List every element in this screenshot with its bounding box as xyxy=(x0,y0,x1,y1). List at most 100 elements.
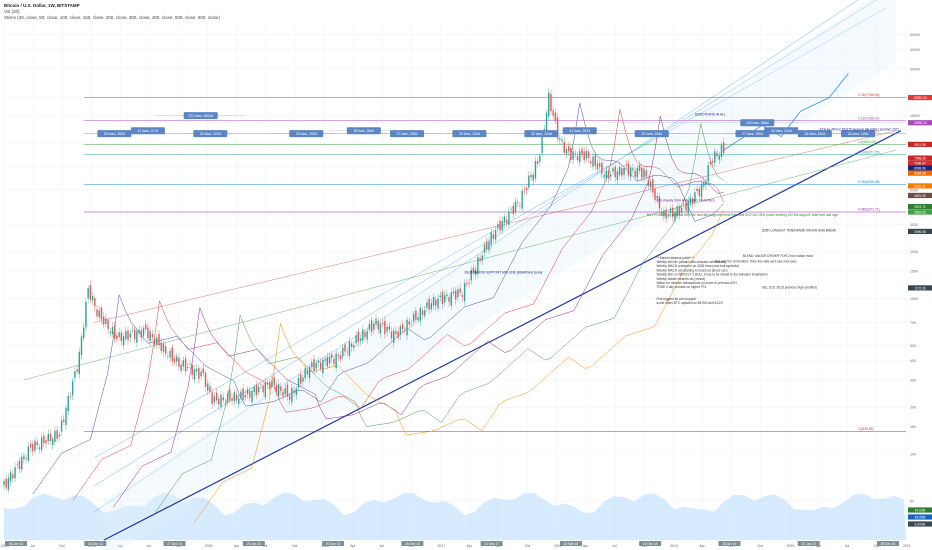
major-support-line xyxy=(103,130,902,541)
price-badge-label: 2696.58 xyxy=(914,230,926,234)
candle-body xyxy=(377,321,379,330)
x-tick-label: Oct xyxy=(59,544,64,548)
candle-body xyxy=(167,356,169,358)
volume-badge xyxy=(908,507,932,513)
candle-body xyxy=(324,359,326,361)
candle-body xyxy=(627,163,630,176)
candle-body xyxy=(596,162,599,170)
annotation: $25K LONGEST TIMEFRAME MAJOR SMA BREAK xyxy=(762,228,837,232)
date-marker-label: 10 Mar 18 xyxy=(564,542,579,546)
candle-body xyxy=(306,370,309,375)
candle-body xyxy=(350,343,353,347)
candle-body xyxy=(96,309,98,317)
candle-body xyxy=(105,318,107,324)
candle-body xyxy=(415,310,417,320)
candle-body xyxy=(333,359,335,364)
bars-range-label: 26 bars, 182d xyxy=(804,132,825,136)
y-tick-label: 50000 xyxy=(910,33,920,37)
candle-body xyxy=(83,327,85,339)
candle-body xyxy=(625,164,627,166)
candle-body xyxy=(592,156,594,167)
candle-body xyxy=(452,291,455,294)
candle-body xyxy=(707,165,709,182)
candle-body xyxy=(417,317,419,321)
candle-body xyxy=(198,367,200,379)
candle-body xyxy=(147,327,149,339)
candle-body xyxy=(441,292,444,305)
candle-body xyxy=(328,356,331,364)
candle-body xyxy=(446,294,448,297)
candle-body xyxy=(718,155,720,160)
candle-body xyxy=(176,356,178,362)
candle-body xyxy=(479,258,481,262)
candle-body xyxy=(69,396,72,398)
candle-body xyxy=(481,255,484,261)
candle-body xyxy=(257,386,260,393)
annotation: BUY POWER on pullback from the last rall… xyxy=(647,213,839,217)
y-tick-label: 400 xyxy=(910,359,916,363)
note-line: Weekly bull div (obtaint with indicator … xyxy=(657,260,727,264)
note-line: Watch for network transactions on move t… xyxy=(657,281,738,285)
candle-body xyxy=(556,117,559,139)
candle-body xyxy=(722,142,725,154)
candle-body xyxy=(656,195,658,199)
candle-body xyxy=(426,302,428,308)
sma-line xyxy=(113,116,724,508)
x-tick-label: Apr xyxy=(234,544,240,548)
candle-body xyxy=(530,174,532,178)
candle-body xyxy=(311,362,313,368)
candle-body xyxy=(362,329,364,341)
price-badge xyxy=(908,228,932,235)
candle-body xyxy=(696,188,698,192)
candle-body xyxy=(390,331,393,339)
sma-line xyxy=(32,103,724,495)
candle-body xyxy=(492,234,495,239)
candle-body xyxy=(131,330,134,331)
level-label: 0.5(6843.09) xyxy=(858,140,876,144)
price-badge xyxy=(908,204,932,210)
y-tick-label: 5000 xyxy=(910,188,918,192)
volume-badge-label: 54.63M xyxy=(915,508,926,512)
candle-body xyxy=(229,389,231,401)
bars-range-label: 38 bars, 266d xyxy=(353,129,374,133)
candle-body xyxy=(406,319,408,336)
candle-body xyxy=(424,310,426,316)
candle-body xyxy=(180,364,182,371)
bars-range-label: 32 bars, 224d xyxy=(531,132,552,136)
price-badge-label: 7998.35 xyxy=(914,156,926,160)
x-tick-label: Apr xyxy=(117,544,123,548)
candle-body xyxy=(193,369,196,380)
candle-body xyxy=(273,377,275,386)
candle-body xyxy=(266,382,269,385)
candle-body xyxy=(525,187,528,190)
bars-range-label: 124 bars, 868d xyxy=(746,121,769,125)
candle-body xyxy=(691,198,694,204)
candle-body xyxy=(401,324,404,330)
y-tick-label: 100 xyxy=(910,453,916,457)
candle-body xyxy=(714,151,716,163)
candle-body xyxy=(288,395,291,400)
candle-body xyxy=(204,372,207,387)
sma-line xyxy=(72,109,724,501)
candle-body xyxy=(27,446,30,461)
candle-body xyxy=(138,329,140,334)
price-badge-label: 5302.31 xyxy=(914,184,926,188)
candle-body xyxy=(669,208,672,214)
candle-body xyxy=(359,338,362,342)
price-badge xyxy=(908,160,932,166)
candle-body xyxy=(379,323,382,334)
candle-body xyxy=(43,435,45,444)
candle-body xyxy=(470,269,472,281)
candle-body xyxy=(373,323,375,330)
candle-body xyxy=(468,282,470,284)
candle-body xyxy=(641,167,643,178)
candle-body xyxy=(550,93,552,112)
y-tick-label: 2000 xyxy=(910,250,918,254)
candle-body xyxy=(621,168,623,176)
candle-body xyxy=(220,394,222,407)
candle-body xyxy=(12,474,14,479)
x-tick-label: Jul xyxy=(612,544,617,548)
candle-body xyxy=(534,160,537,179)
candle-body xyxy=(419,307,422,321)
